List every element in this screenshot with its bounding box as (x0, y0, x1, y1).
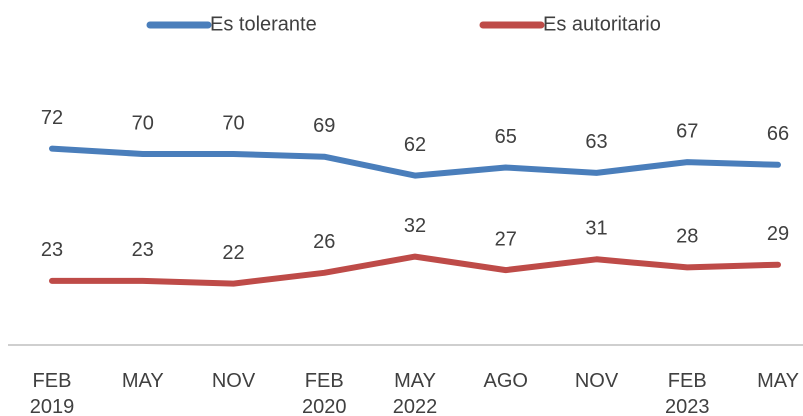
x-tick-label: NOV (575, 370, 619, 392)
data-label: 66 (767, 123, 789, 145)
legend-label: Es autoritario (543, 13, 661, 35)
x-tick-label: FEB 2023 (665, 370, 710, 416)
data-label: 70 (132, 112, 154, 134)
data-label: 72 (41, 107, 63, 129)
x-tick-label: AGO (484, 370, 528, 392)
data-label: 69 (313, 115, 335, 137)
data-label: 70 (222, 112, 244, 134)
data-label: 62 (404, 134, 426, 156)
x-tick-label: FEB 2020 (302, 370, 347, 416)
data-label: 32 (404, 215, 426, 237)
data-label: 67 (676, 120, 698, 142)
x-tick-label: NOV (212, 370, 256, 392)
data-label: 28 (676, 226, 698, 248)
data-label: 26 (313, 231, 335, 253)
data-label: 65 (495, 126, 517, 148)
x-tick-label: MAY (122, 370, 164, 392)
x-tick-label: MAY 2022 (393, 370, 438, 416)
series-line (49, 145, 781, 179)
data-label: 22 (222, 242, 244, 264)
x-tick-label: FEB 2019 (30, 370, 75, 416)
data-label: 27 (495, 228, 517, 250)
data-label: 23 (41, 239, 63, 261)
data-label: 31 (585, 218, 607, 240)
data-label: 23 (132, 239, 154, 261)
data-label: 29 (767, 223, 789, 245)
data-label: 63 (585, 131, 607, 153)
legend-label: Es tolerante (210, 13, 317, 35)
x-tick-label: MAY (757, 370, 799, 392)
series-line (49, 253, 781, 287)
